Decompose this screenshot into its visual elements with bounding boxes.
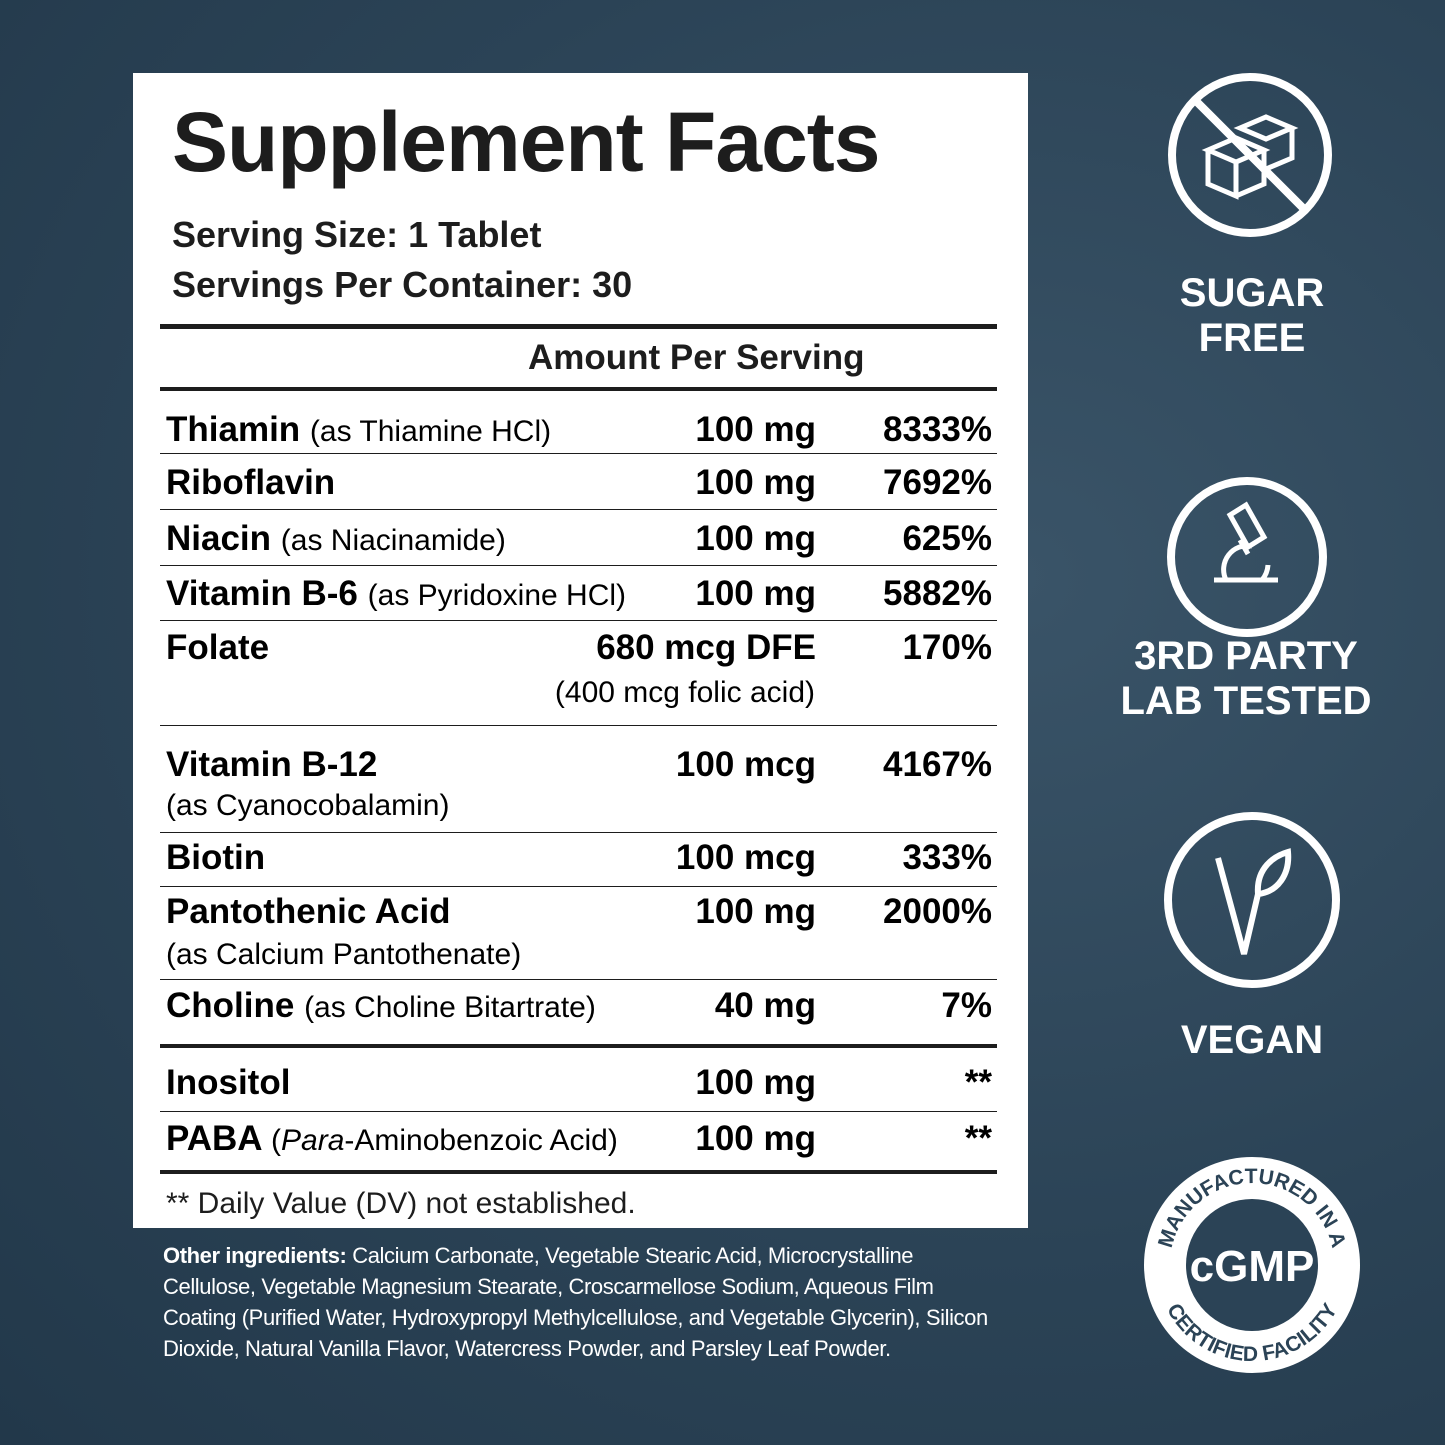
facts-title: Supplement Facts [172,95,880,189]
daily-value: 5882% [883,574,992,613]
amount: 100 mg [695,574,816,613]
note: (as Niacinamide) [280,524,506,557]
badge-text: VEGAN [1181,1018,1323,1062]
row: Choline (as Choline Bitartrate) 40 mg 7% [166,984,992,1028]
name: Niacin [166,519,272,558]
note: (as Thiamine HCl) [309,415,552,448]
rule [160,1111,997,1112]
rule [160,620,997,621]
daily-value: 2000% [883,892,992,931]
row: Niacin (as Niacinamide) 100 mg 625% [166,517,992,561]
row: PABA (Para-Aminobenzoic Acid) 100 mg ** [166,1117,992,1161]
name: Vitamin B-6 [166,574,358,613]
name: PABA [166,1119,262,1158]
footnote: ** Daily Value (DV) not established. [166,1187,636,1220]
rule [160,1170,997,1174]
rule [160,453,997,454]
nutrient-name: Vitamin B-6 (as Pyridoxine HCl) [166,572,626,618]
note: (as Choline Bitartrate) [304,991,596,1024]
rule [160,1044,997,1048]
servings-per-container: Servings Per Container: 30 [172,264,633,305]
note: (Para-Aminobenzoic Acid) [271,1124,618,1157]
daily-value: 7% [941,986,992,1025]
amount: 100 mg [695,463,816,502]
row: Riboflavin 100 mg 7692% [166,461,992,505]
rule [160,565,997,566]
daily-value: ** [964,1119,992,1158]
amount-header: Amount Per Serving [528,338,865,377]
note-italic: Para [281,1124,345,1157]
nutrient-name: Niacin (as Niacinamide) [166,517,506,563]
nutrient-name: Choline (as Choline Bitartrate) [166,984,596,1030]
daily-value: 4167% [883,745,992,784]
vegan-icon [1164,812,1340,988]
sugar-icon [1168,73,1332,237]
rule [160,979,997,980]
name: Choline [166,986,295,1025]
other-ingredients: Other ingredients: Calcium Carbonate, Ve… [163,1240,1003,1364]
daily-value: 8333% [883,410,992,449]
rule [160,886,997,887]
serving-size: Serving Size: 1 Tablet [172,214,542,255]
nutrient-name: PABA (Para-Aminobenzoic Acid) [166,1117,618,1163]
note: (as Cyanocobalamin) [166,789,450,822]
amount: 100 mcg [675,838,816,877]
name: Biotin [166,838,266,877]
amount-note: (400 mcg folic acid) [554,676,815,709]
name: Folate [166,628,270,667]
row: Biotin 100 mcg 333% [166,836,992,880]
daily-value: 170% [902,628,992,667]
daily-value: ** [964,1063,992,1102]
row: Vitamin B-6 (as Pyridoxine HCl) 100 mg 588… [166,572,992,616]
facts-panel [133,73,1028,1228]
rule [160,324,997,329]
amount: 680 mcg DFE [596,628,816,667]
rule [160,832,997,833]
badge-text: LAB TESTED [1120,679,1371,723]
row: Inositol 100 mg ** [166,1061,992,1105]
name: Thiamin [166,410,301,449]
cgmp-icon: MANUFACTURED IN A CERTIFIED FACILITY cGM… [1144,1157,1360,1373]
badge-text: SUGAR [1180,271,1325,315]
other-label: Other ingredients: [163,1243,347,1268]
daily-value: 625% [902,519,992,558]
amount: 100 mg [695,410,816,449]
amount: 40 mg [714,986,816,1025]
note-open: ( [271,1124,282,1157]
row: Folate 680 mcg DFE 170% [166,626,992,670]
amount: 100 mcg [675,745,816,784]
amount: 100 mg [695,1119,816,1158]
amount: 100 mg [695,1063,816,1102]
badge-center: cGMP [1190,1242,1315,1291]
other-text: Calcium Carbonate, Vegetable Stearic Aci… [163,1243,988,1361]
name: Vitamin B-12 [166,745,378,784]
name: Riboflavin [166,463,336,502]
badge-text: 3RD PARTY [1134,634,1358,678]
rule [160,509,997,510]
note-rest: -Aminobenzoic Acid) [344,1124,618,1157]
note: (as Pyridoxine HCl) [367,579,627,612]
rule [160,725,997,726]
row: Pantothenic Acid 100 mg 2000% [166,890,992,934]
nutrient-name: Thiamin (as Thiamine HCl) [166,408,551,454]
name: Pantothenic Acid [166,892,451,931]
lab-icon [1167,477,1327,637]
note: (as Calcium Pantothenate) [166,938,522,971]
badge-text: FREE [1199,316,1306,360]
rule [160,387,997,391]
row: Vitamin B-12 100 mcg 4167% [166,743,992,787]
row: Thiamin (as Thiamine HCl) 100 mg 8333% [166,408,992,452]
daily-value: 7692% [883,463,992,502]
name: Inositol [166,1063,291,1102]
amount: 100 mg [695,892,816,931]
amount: 100 mg [695,519,816,558]
daily-value: 333% [902,838,992,877]
